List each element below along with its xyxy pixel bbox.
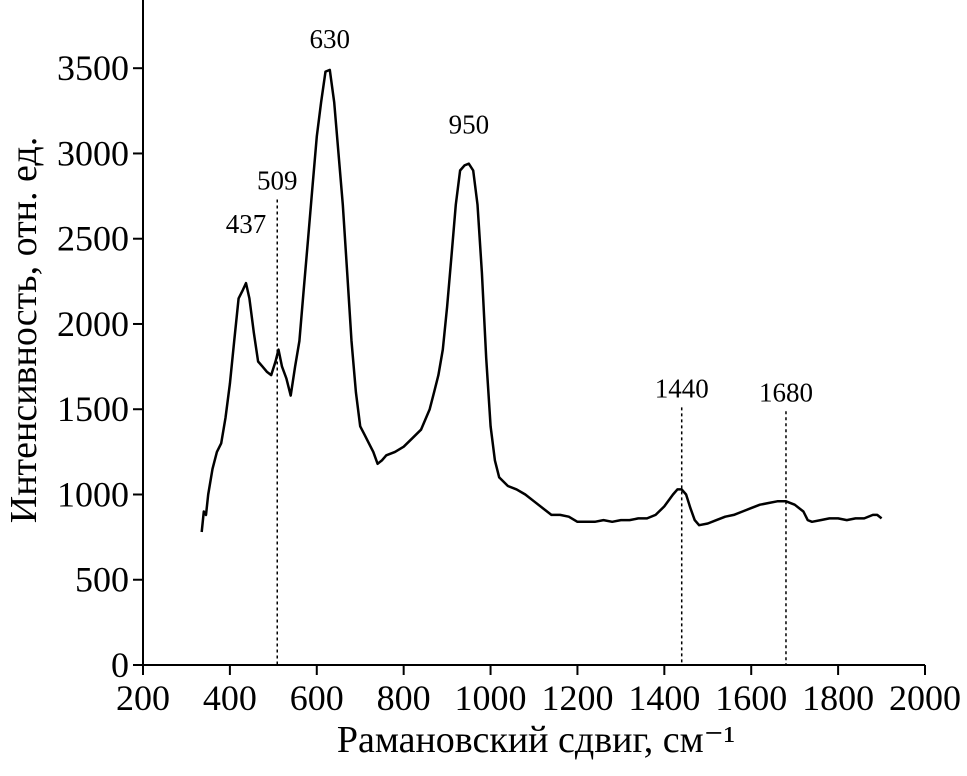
x-tick-label: 1600 [715,678,787,718]
y-tick-label: 2000 [57,304,129,344]
peak-label: 630 [310,24,351,54]
x-tick-label: 600 [290,678,344,718]
y-tick-label: 3000 [57,133,129,173]
y-tick-label: 3500 [57,48,129,88]
spectrum-line [200,68,883,533]
x-tick-label: 200 [116,678,170,718]
y-tick-label: 0 [111,645,129,685]
x-tick-label: 800 [377,678,431,718]
y-tick-label: 1500 [57,389,129,429]
x-tick-label: 1400 [628,678,700,718]
x-axis-label: Рамановский сдвиг, см⁻¹ [337,719,735,761]
peak-label: 509 [257,166,298,196]
peak-label: 1680 [759,377,813,407]
x-tick-label: 1000 [455,678,527,718]
peak-label: 950 [449,110,490,140]
y-axis-label: Интенсивность, отн. ед. [3,137,45,523]
x-tick-label: 1200 [541,678,613,718]
y-tick-label: 2500 [57,219,129,259]
x-tick-label: 400 [203,678,257,718]
y-tick-label: 1000 [57,474,129,514]
y-tick-label: 500 [75,560,129,600]
x-tick-label: 1800 [802,678,874,718]
x-tick-label: 2000 [889,678,961,718]
peak-label: 1440 [655,373,709,403]
peak-label: 437 [226,209,267,239]
